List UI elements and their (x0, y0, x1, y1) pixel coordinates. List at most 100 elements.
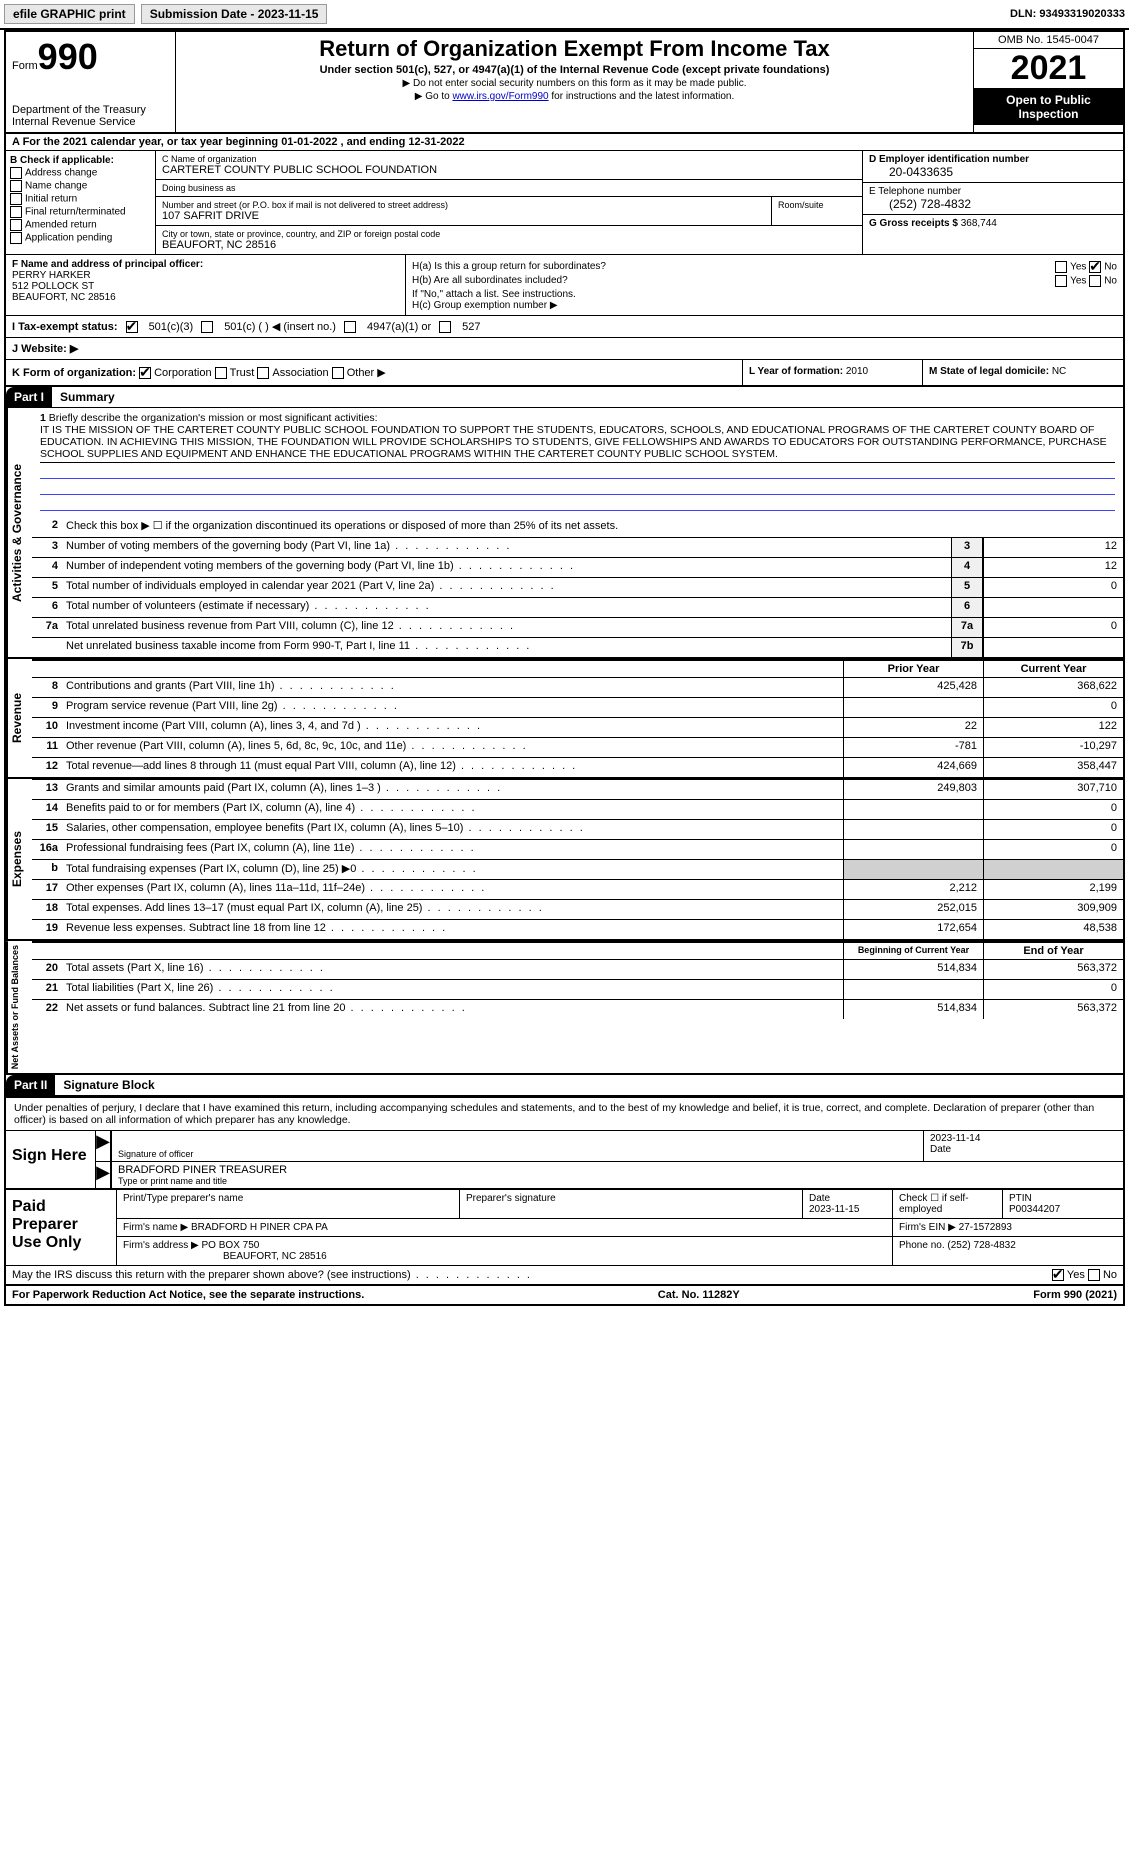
submission-date-button[interactable]: Submission Date - 2023-11-15 (141, 4, 328, 24)
chk-501c3[interactable] (126, 321, 138, 333)
hb-no[interactable]: No (1104, 276, 1117, 287)
city-label: City or town, state or province, country… (162, 229, 856, 239)
form-header: Form990 Department of the Treasury Inter… (6, 32, 1123, 134)
prior-year-hdr: Prior Year (843, 661, 983, 677)
tax-year: 2021 (974, 49, 1123, 89)
part-1-label: Part I (6, 387, 52, 407)
goto-pre: ▶ Go to (415, 91, 453, 102)
dept-treasury: Department of the Treasury (12, 104, 169, 116)
summary-line: 12Total revenue—add lines 8 through 11 (… (32, 757, 1123, 777)
chk-application-pending[interactable]: Application pending (10, 232, 151, 244)
q1-label: Briefly describe the organization's miss… (49, 412, 378, 424)
hb-yes[interactable]: Yes (1070, 276, 1086, 287)
form-subtitle: Under section 501(c), 527, or 4947(a)(1)… (184, 64, 965, 76)
irs-label: Internal Revenue Service (12, 116, 169, 128)
footer-bar: For Paperwork Reduction Act Notice, see … (6, 1284, 1123, 1304)
opt-trust: Trust (230, 367, 255, 379)
chk-initial-return[interactable]: Initial return (10, 193, 151, 205)
hc-label: H(c) Group exemption number ▶ (412, 300, 1117, 311)
k-label: K Form of organization: (12, 367, 136, 379)
col-c-org-info: C Name of organization CARTERET COUNTY P… (156, 151, 863, 254)
summary-line: 3Number of voting members of the governi… (32, 537, 1123, 557)
chk-corp[interactable] (139, 367, 151, 379)
header-right: OMB No. 1545-0047 2021 Open to Public In… (973, 32, 1123, 132)
sig-officer-label: Signature of officer (118, 1149, 917, 1159)
firm-name: Firm's name ▶ BRADFORD H PINER CPA PA (117, 1219, 893, 1236)
expenses-section: Expenses 13Grants and similar amounts pa… (6, 779, 1123, 941)
discuss-yes-chk[interactable] (1052, 1269, 1064, 1281)
mission-block: 1 Briefly describe the organization's mi… (32, 408, 1123, 517)
officer-label: F Name and address of principal officer: (12, 259, 399, 270)
blank-line (40, 497, 1115, 511)
sig-date-field: 2023-11-14 Date (923, 1131, 1123, 1161)
summary-line: 17Other expenses (Part IX, column (A), l… (32, 879, 1123, 899)
opt-other: Other ▶ (347, 367, 386, 379)
opt-4947: 4947(a)(1) or (367, 321, 431, 333)
l-label: L Year of formation: (749, 366, 843, 377)
firm-ein: Firm's EIN ▶ 27-1572893 (893, 1219, 1123, 1236)
hb-note: If "No," attach a list. See instructions… (412, 289, 1117, 300)
ha-yes[interactable]: Yes (1070, 262, 1086, 273)
efile-print-button[interactable]: efile GRAPHIC print (4, 4, 135, 24)
dba-label: Doing business as (162, 183, 856, 193)
chk-527[interactable] (439, 321, 451, 333)
sig-date: 2023-11-14 (930, 1133, 1117, 1144)
summary-line: 10Investment income (Part VIII, column (… (32, 717, 1123, 737)
part-1-bar: Part I Summary (6, 387, 1123, 408)
sig-name: BRADFORD PINER TREASURER (118, 1164, 1117, 1176)
summary-line: 4Number of independent voting members of… (32, 557, 1123, 577)
sig-name-field: BRADFORD PINER TREASURER Type or print n… (112, 1162, 1123, 1188)
chk-name-change[interactable]: Name change (10, 180, 151, 192)
revenue-header: Prior Year Current Year (32, 659, 1123, 677)
header-middle: Return of Organization Exempt From Incom… (176, 32, 973, 132)
discuss-yes: Yes (1067, 1269, 1085, 1281)
chk-other[interactable] (332, 367, 344, 379)
chk-4947[interactable] (344, 321, 356, 333)
row-a-tax-year: A For the 2021 calendar year, or tax yea… (6, 134, 1123, 151)
chk-501c[interactable] (201, 321, 213, 333)
tel-label: E Telephone number (869, 186, 1117, 197)
summary-line: 13Grants and similar amounts paid (Part … (32, 779, 1123, 799)
chk-assoc[interactable] (257, 367, 269, 379)
row-i-tax-status: I Tax-exempt status: 501(c)(3) 501(c) ( … (6, 316, 1123, 338)
prep-self-emp: Check ☐ if self-employed (893, 1190, 1003, 1218)
k-form-org: K Form of organization: Corporation Trus… (6, 360, 743, 385)
sig-name-label: Type or print name and title (118, 1176, 1117, 1186)
sig-date-label: Date (930, 1144, 1117, 1155)
summary-line: 19Revenue less expenses. Subtract line 1… (32, 919, 1123, 939)
summary-line: 8Contributions and grants (Part VIII, li… (32, 677, 1123, 697)
chk-trust[interactable] (215, 367, 227, 379)
section-bcd: B Check if applicable: Address change Na… (6, 151, 1123, 255)
chk-amended-return[interactable]: Amended return (10, 219, 151, 231)
summary-line: 16aProfessional fundraising fees (Part I… (32, 839, 1123, 859)
l-year-formation: L Year of formation: 2010 (743, 360, 923, 385)
chk-address-change[interactable]: Address change (10, 167, 151, 179)
summary-line: 14Benefits paid to or for members (Part … (32, 799, 1123, 819)
tax-status-label: I Tax-exempt status: (12, 321, 118, 333)
form-footer: Form 990 (2021) (1033, 1289, 1117, 1301)
mission-text: IT IS THE MISSION OF THE CARTERET COUNTY… (40, 424, 1115, 463)
opt-assoc: Association (272, 367, 328, 379)
prep-name-hdr: Print/Type preparer's name (117, 1190, 460, 1218)
goto-post: for instructions and the latest informat… (549, 91, 735, 102)
form990-link[interactable]: www.irs.gov/Form990 (452, 91, 548, 102)
opt-527: 527 (462, 321, 480, 333)
ha-no[interactable]: No (1104, 262, 1117, 273)
section-fgh: F Name and address of principal officer:… (6, 255, 1123, 316)
city-value: BEAUFORT, NC 28516 (162, 239, 856, 251)
gross-value: 368,744 (961, 218, 997, 229)
pra-notice: For Paperwork Reduction Act Notice, see … (12, 1289, 364, 1301)
paid-preparer-row: Paid Preparer Use Only Print/Type prepar… (6, 1188, 1123, 1265)
tab-net-assets: Net Assets or Fund Balances (6, 941, 32, 1073)
signature-block: Under penalties of perjury, I declare th… (6, 1096, 1123, 1284)
hb-label: H(b) Are all subordinates included? (412, 275, 568, 287)
chk-final-return[interactable]: Final return/terminated (10, 206, 151, 218)
gross-label: G Gross receipts $ (869, 218, 958, 229)
part-1-title: Summary (52, 387, 123, 407)
org-name-label: C Name of organization (162, 154, 856, 164)
opt-corp: Corporation (154, 367, 211, 379)
discuss-no-chk[interactable] (1088, 1269, 1100, 1281)
na-header: Beginning of Current Year End of Year (32, 941, 1123, 959)
arrow-icon: ▶ (96, 1131, 112, 1161)
sign-here-label: Sign Here (6, 1131, 96, 1188)
